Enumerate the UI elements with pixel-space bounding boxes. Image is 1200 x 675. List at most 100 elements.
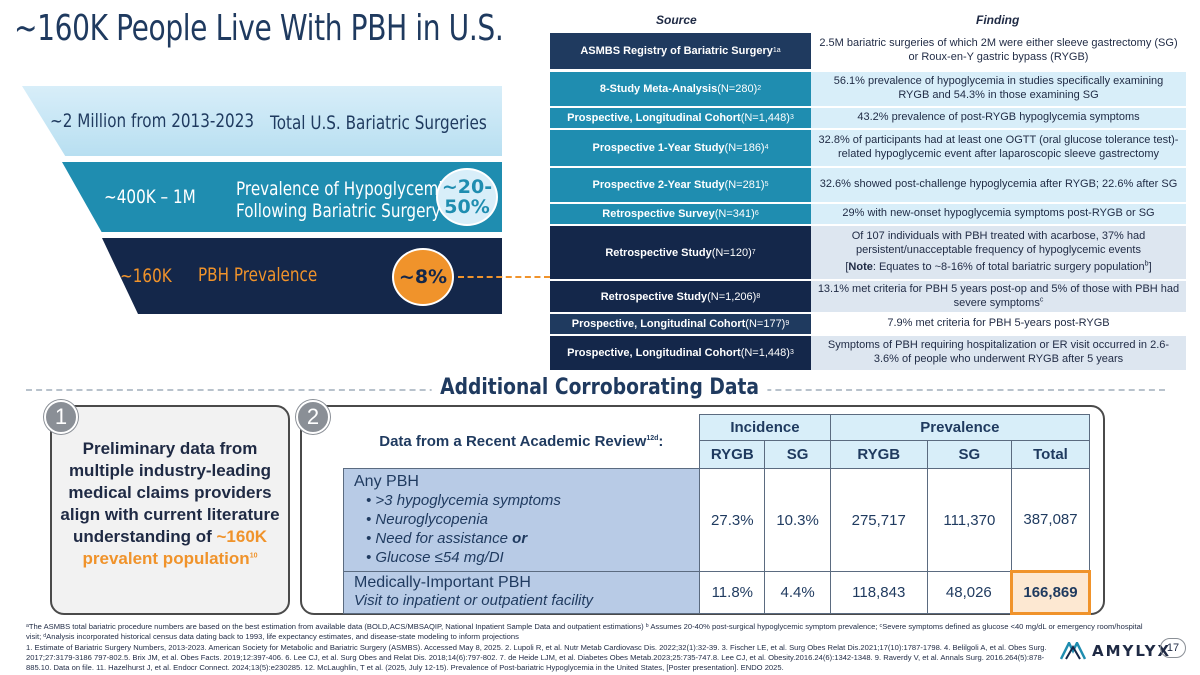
col-rygb-inc: RYGB [699,440,766,469]
source-row: Retrospective Study (N=1,206) 8 13.1% met … [550,281,1186,312]
source-row: Retrospective Study (N=120) 7 Of 107 indiv… [550,226,1186,279]
source-name: Retrospective Study [600,290,708,303]
col-sg-inc: SG [764,440,831,469]
finding-text: 32.8% of participants had at least one O… [818,134,1179,160]
cell-med-prev-total: 166,869 [1009,570,1092,615]
prevalence-pill: ~20- 50% [436,168,498,226]
finding-cell: 56.1% prevalence of hypoglycemia in stud… [811,72,1186,106]
source-row: Retrospective Survey (N=341) 6 29% with ne… [550,204,1186,224]
pbh-pill: ~8% [392,248,454,306]
finding-cell: 2.5M bariatric surgeries of which 2M wer… [811,33,1186,69]
col-sg-prev: SG [926,440,1012,469]
additional-title: Additional Corroborating Data [432,375,768,400]
bullet-3: • Need for assistance or [366,530,528,547]
col-rygb-prev: RYGB [829,440,928,469]
funnel-tier-2 [62,162,502,232]
finding-cell: Symptoms of PBH requiring hospitalizatio… [811,336,1186,370]
cell-any-inc-sg: 10.3% [764,468,831,572]
source-row: Prospective 2-Year Study (N=281) 5 32.6% s… [550,168,1186,202]
cell-med-inc-sg: 4.4% [764,571,831,614]
finding-note: [Note: Equates to ~8-16% of total bariat… [845,260,1152,273]
review-label-text: Data from a Recent Academic Review [379,432,647,450]
source-n: (N=281) [724,179,765,191]
finding-text: Symptoms of PBH requiring hospitalizatio… [827,339,1170,365]
finding-text: 32.6% showed post-challenge hypoglycemia… [819,178,1178,191]
finding-text: 29% with new-onset hypoglycemia symptoms… [842,207,1155,220]
source-cell: Retrospective Survey (N=341) 6 [550,204,811,224]
divider-right [735,389,1165,391]
box1-number: 1 [44,400,78,434]
review-table: Data from a Recent Academic Review12d: I… [342,414,1092,615]
source-n: (N=1,206) [707,290,757,303]
source-cell: Prospective 1-Year Study (N=186) 4 [550,130,811,166]
bullet-3-suffix: or [512,530,528,547]
row-medical-pbh-subtitle: Visit to inpatient or outpatient facilit… [354,592,594,609]
source-name: Prospective, Longitudinal Cohort [567,112,741,124]
cell-any-prev-total: 387,087 [1010,468,1091,572]
col-source-header: Source [656,13,697,27]
bullet-3-text: Need for assistance [375,530,508,547]
cell-any-inc-rygb: 27.3% [699,468,766,572]
cell-med-prev-rygb: 118,843 [829,571,928,614]
source-row: Prospective, Longitudinal Cohort (N=177)… [550,314,1186,334]
footnote-definitions: ᵃThe ASMBS total bariatric procedure num… [26,622,1143,641]
finding-text: 56.1% prevalence of hypoglycemia in stud… [833,75,1164,101]
review-label-colon: : [658,432,664,450]
finding-cell: 32.6% showed post-challenge hypoglycemia… [811,168,1186,202]
finding-cell: Of 107 individuals with PBH treated with… [811,226,1186,279]
finding-text: 2.5M bariatric surgeries of which 2M wer… [819,37,1178,63]
source-name: Prospective, Longitudinal Cohort [567,347,741,359]
finding-cell: 43.2% prevalence of post-RYGB hypoglycem… [811,108,1186,128]
review-label: Data from a Recent Academic Review12d: [343,414,700,469]
prevalence-pill-line-1: ~20- [441,176,493,198]
finding-cell: 7.9% met criteria for PBH 5-years post-R… [811,314,1186,334]
additional-title-wrap: Additional Corroborating Data [0,375,1200,400]
prevalence-pill-line-2: 50% [444,196,490,218]
row-medical-pbh: Medically-Important PBH Visit to inpatie… [342,571,701,614]
source-n: (N=280) [717,83,758,95]
pbh-pill-label: ~8% [398,266,448,288]
source-row: 8-Study Meta-Analysis (N=280) 2 56.1% prev… [550,72,1186,106]
box1-body: Preliminary data from multiple industry-… [60,439,280,546]
source-n: (N=177) [745,318,786,330]
finding-cell: 32.8% of participants had at least one O… [811,130,1186,166]
footnote-references: 1. Estimate of Bariatric Surgery Numbers… [26,643,1047,672]
source-cell: ASMBS Registry of Bariatric Surgery 1a [550,33,811,69]
funnel-tier-2-right-2: Following Bariatric Surgery [236,200,441,222]
finding-text: Of 107 individuals with PBH treated with… [851,230,1146,257]
source-n: (N=1,448) [740,347,790,359]
bullet-4: • Glucose ≤54 mg/DI [366,549,504,566]
finding-text: 43.2% prevalence of post-RYGB hypoglycem… [857,111,1140,124]
logo-text: AMYLYX [1092,642,1172,660]
cell-med-prev-sg: 48,026 [926,571,1012,614]
bullet-2-text: Neuroglycopenia [375,511,488,528]
funnel-tier-3-right: PBH Prevalence [198,264,318,286]
group-incidence: Incidence [699,414,831,441]
source-row: ASMBS Registry of Bariatric Surgery 1a 2.5… [550,33,1186,69]
divider-left [26,389,466,391]
source-n: (N=1,448) [740,112,790,124]
group-prevalence: Prevalence [829,414,1091,441]
funnel-tier-1-left: ~2 Million from 2013-2023 [50,110,255,132]
box1-text: Preliminary data from multiple industry-… [55,438,285,570]
page-number: 17 [1160,638,1186,658]
source-cell: Prospective, Longitudinal Cohort (N=1,44… [550,108,811,128]
source-cell: Prospective, Longitudinal Cohort (N=177)… [550,314,811,334]
source-cell: Retrospective Study (N=120) 7 [550,226,811,279]
funnel-tier-2-right-1: Prevalence of Hypoglycemia [236,178,452,200]
note-label: Note [848,260,873,273]
source-name: Retrospective Survey [602,208,715,220]
bullet-1-text: >3 hypoglycemia symptoms [375,492,561,509]
finding-cell: 13.1% met criteria for PBH 5 years post-… [811,281,1186,312]
funnel-tier-1-right: Total U.S. Bariatric Surgeries [270,112,487,134]
source-row: Prospective 1-Year Study (N=186) 4 32.8% o… [550,130,1186,166]
source-n: (N=341) [714,208,755,220]
funnel-tier-1 [22,86,502,156]
source-name: Prospective, Longitudinal Cohort [571,318,746,330]
box1-highlight: ~160K prevalent population [82,527,268,568]
source-n: (N=120) [711,246,752,259]
box-academic-review [300,405,1105,615]
finding-sup: c [1039,295,1044,303]
finding-text: 7.9% met criteria for PBH 5-years post-R… [887,317,1110,330]
col-total-prev: Total [1010,440,1091,469]
